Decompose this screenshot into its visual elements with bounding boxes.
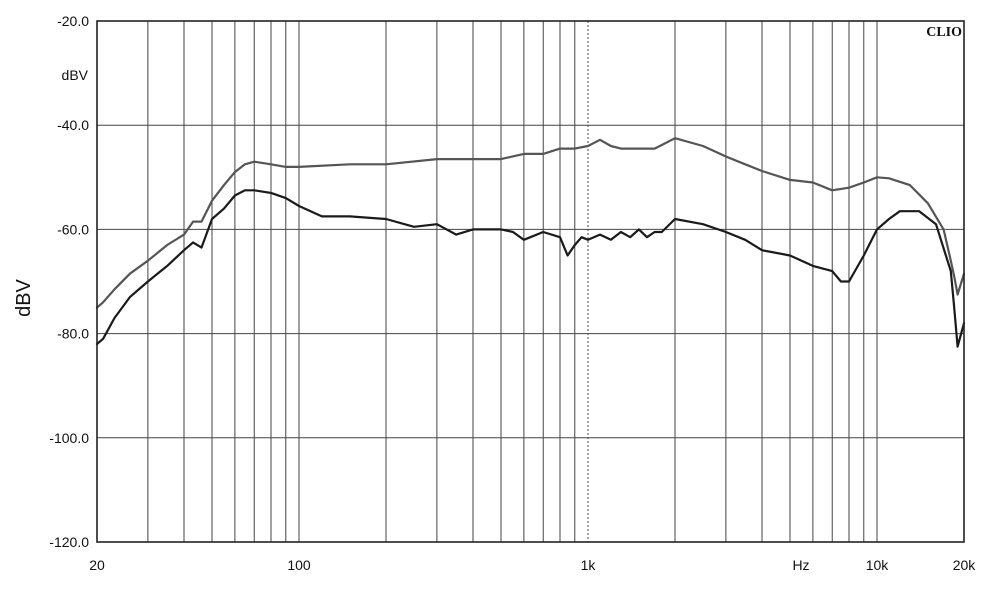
series-line-1 (95, 137, 966, 309)
brand-label: CLIO (926, 25, 962, 40)
x-tick-label: 20 (89, 557, 105, 573)
y-tick-label: -20.0 (57, 13, 89, 29)
y-tick-label: -100.0 (49, 430, 89, 446)
x-unit-label: Hz (792, 557, 809, 573)
y-tick-label: -60.0 (57, 221, 89, 237)
y-axis-title: dBV (13, 278, 35, 316)
series-layer (95, 137, 966, 348)
y-unit-label: dBV (62, 67, 89, 83)
x-tick-label: 100 (287, 557, 311, 573)
series-line-2 (95, 189, 966, 348)
x-tick-labels: 20 100 1k 10k 20k (89, 557, 976, 573)
x-tick-label: 1k (581, 557, 597, 573)
y-tick-label: -80.0 (57, 326, 89, 342)
plot-frame (96, 20, 965, 543)
x-tick-label: 20k (953, 557, 977, 573)
x-tick-label: 10k (866, 557, 890, 573)
y-tick-labels: -20.0 -40.0 -60.0 -80.0 -100.0 -120.0 (49, 13, 89, 550)
y-tick-label: -40.0 (57, 117, 89, 133)
y-tick-label: -120.0 (49, 534, 89, 550)
